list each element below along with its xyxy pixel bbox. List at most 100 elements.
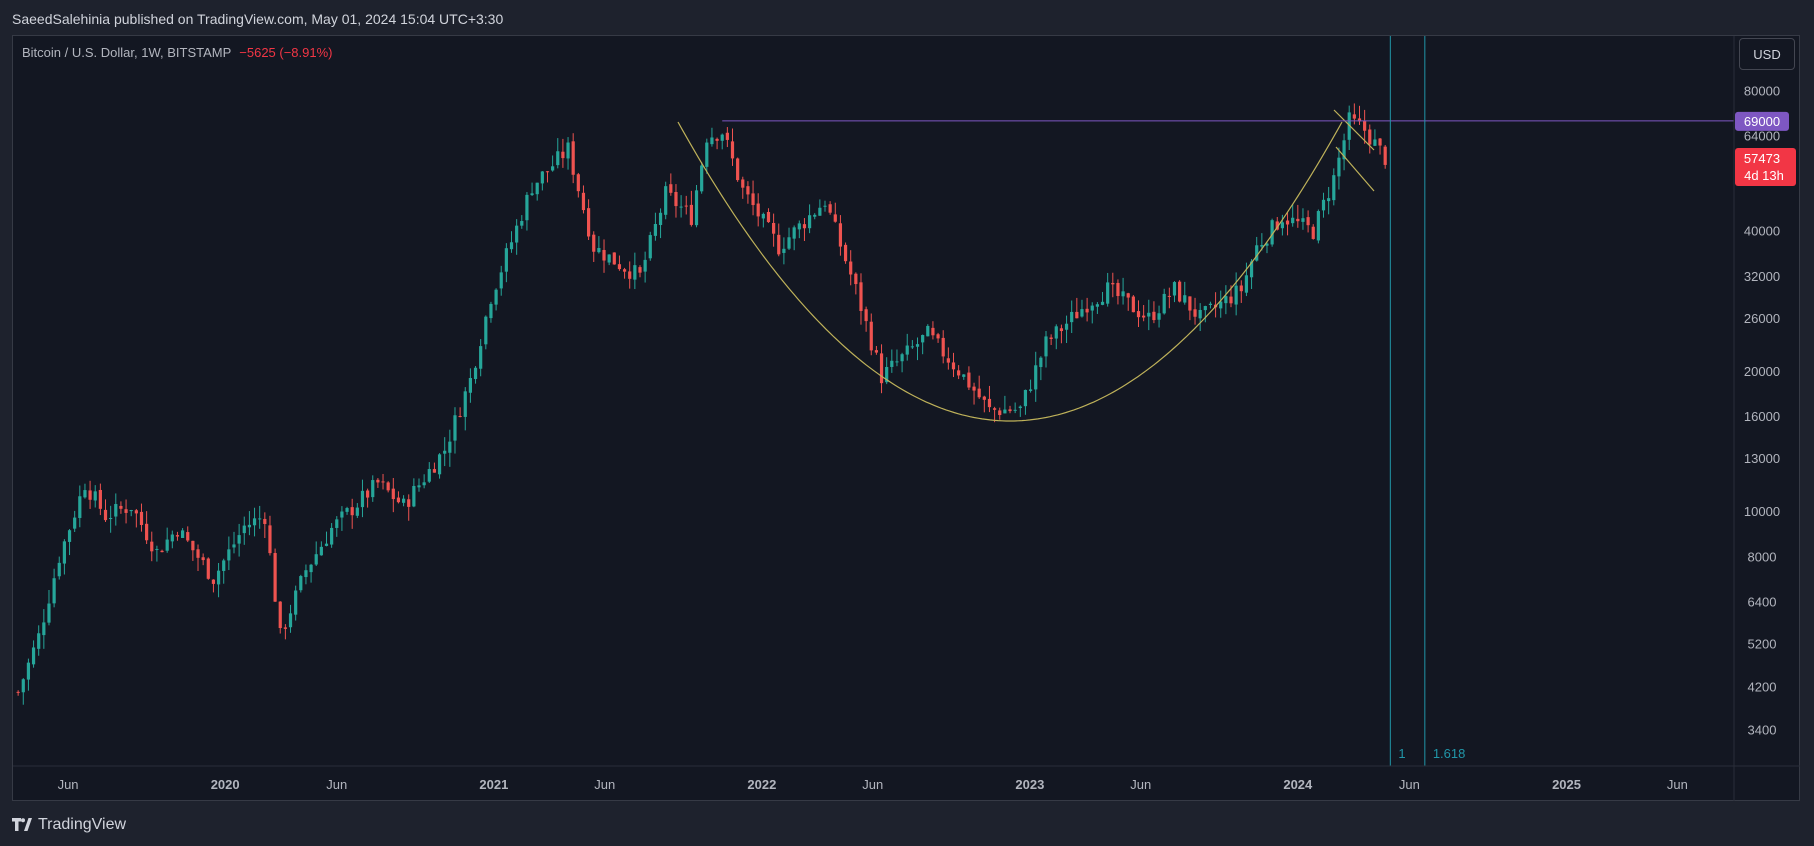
candle bbox=[1311, 224, 1315, 240]
candle-body bbox=[561, 151, 565, 159]
candle-body bbox=[1311, 226, 1315, 239]
candle-body bbox=[381, 481, 385, 483]
candle-body bbox=[31, 647, 36, 665]
candle-body bbox=[576, 174, 580, 192]
candle-body bbox=[1357, 118, 1362, 122]
candle-body bbox=[777, 234, 781, 255]
cup-curve[interactable] bbox=[677, 121, 1343, 422]
candle-body bbox=[1234, 285, 1238, 305]
x-tick-label: Jun bbox=[1667, 777, 1688, 792]
candle bbox=[1260, 233, 1264, 251]
candle bbox=[777, 223, 781, 257]
candle bbox=[366, 488, 370, 508]
candle-body bbox=[1075, 311, 1079, 319]
candle bbox=[823, 200, 827, 212]
candle bbox=[314, 541, 318, 567]
candle-body bbox=[1306, 217, 1310, 226]
symbol-legend: Bitcoin / U.S. Dollar, 1W, BITSTAMP −5625… bbox=[22, 45, 333, 60]
candle bbox=[427, 462, 431, 483]
candle-body bbox=[504, 248, 508, 272]
candle-body bbox=[1167, 295, 1171, 297]
candle-body bbox=[1337, 157, 1341, 177]
candle-body bbox=[581, 192, 586, 211]
candle bbox=[1059, 324, 1064, 344]
candle-body bbox=[612, 252, 616, 265]
channel-lower-line[interactable] bbox=[1335, 146, 1375, 192]
candle bbox=[566, 137, 570, 170]
x-tick-label: Jun bbox=[594, 777, 615, 792]
candle-body bbox=[1203, 306, 1207, 311]
candle bbox=[915, 337, 920, 361]
candle bbox=[926, 324, 930, 337]
candle-body bbox=[299, 576, 303, 591]
candle bbox=[376, 478, 380, 488]
candle-body bbox=[854, 273, 858, 285]
candle bbox=[602, 239, 606, 273]
candle-body bbox=[201, 557, 205, 561]
candle-body bbox=[26, 662, 31, 680]
candle-body bbox=[520, 221, 524, 226]
candle-body bbox=[16, 691, 20, 693]
candle-body bbox=[807, 215, 812, 229]
candle bbox=[391, 477, 395, 513]
candle-body bbox=[592, 234, 596, 252]
candle-body bbox=[160, 550, 164, 553]
candle bbox=[247, 511, 252, 536]
chart-frame bbox=[12, 35, 1800, 801]
candle bbox=[1301, 208, 1305, 230]
candle bbox=[330, 523, 334, 548]
fib-time-lines[interactable]: 1 1.618 bbox=[1389, 36, 1465, 766]
candle-body bbox=[926, 325, 930, 337]
candle-body bbox=[1178, 281, 1182, 302]
candle-body bbox=[283, 627, 287, 629]
candle bbox=[797, 220, 801, 239]
candle bbox=[407, 494, 411, 521]
candle-body bbox=[885, 366, 889, 383]
candle-body bbox=[1198, 309, 1202, 319]
candle-body bbox=[607, 254, 611, 263]
x-tick-label: 2025 bbox=[1552, 777, 1581, 792]
y-tick-label: 20000 bbox=[1744, 364, 1780, 379]
candle bbox=[1044, 331, 1048, 368]
candle bbox=[401, 495, 406, 507]
candle bbox=[802, 218, 807, 242]
candle bbox=[556, 138, 560, 169]
candle bbox=[720, 133, 724, 150]
candle bbox=[957, 365, 961, 380]
candle bbox=[473, 366, 478, 384]
candle bbox=[993, 406, 997, 423]
candle bbox=[165, 527, 169, 553]
candle bbox=[946, 347, 950, 370]
candle bbox=[268, 515, 272, 556]
y-tick-label: 80000 bbox=[1744, 84, 1780, 99]
candle bbox=[211, 579, 216, 593]
candle bbox=[1203, 305, 1207, 323]
currency-button[interactable]: USD bbox=[1739, 38, 1795, 70]
candle bbox=[1239, 280, 1243, 303]
candle bbox=[242, 516, 246, 545]
channel-upper-line[interactable] bbox=[1333, 109, 1375, 151]
candle-body bbox=[247, 524, 252, 528]
cup-curve-drawing[interactable] bbox=[677, 121, 1343, 422]
footer-brand[interactable]: TradingView bbox=[12, 814, 126, 836]
candle-body bbox=[828, 204, 832, 213]
candle-body bbox=[165, 539, 169, 551]
candle bbox=[1028, 379, 1033, 393]
candle-body bbox=[263, 518, 267, 524]
candle bbox=[150, 531, 154, 562]
candle-body bbox=[1265, 243, 1269, 246]
candle bbox=[725, 127, 729, 148]
candle bbox=[345, 506, 349, 515]
candle-body bbox=[1378, 138, 1382, 146]
candle-body bbox=[437, 454, 442, 475]
candle bbox=[196, 544, 200, 571]
candle bbox=[1357, 105, 1362, 125]
channel-drawing[interactable] bbox=[1333, 109, 1375, 192]
candle-body bbox=[1044, 336, 1048, 357]
candle bbox=[170, 530, 174, 549]
candle-body bbox=[509, 242, 514, 250]
candle bbox=[381, 473, 385, 490]
candle bbox=[232, 531, 236, 554]
candle-body bbox=[931, 327, 935, 336]
